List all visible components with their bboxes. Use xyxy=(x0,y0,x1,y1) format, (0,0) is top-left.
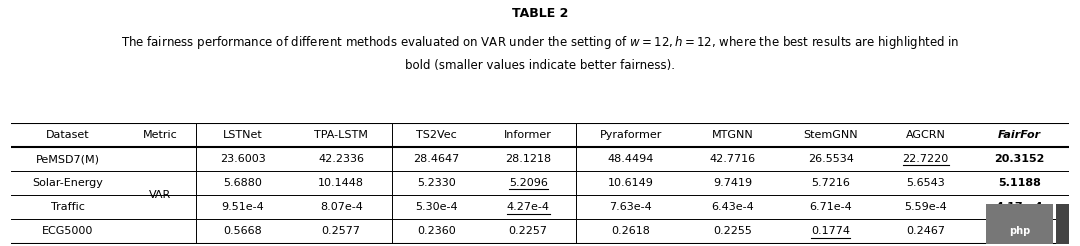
Text: 0.2577: 0.2577 xyxy=(322,227,361,236)
Text: Dataset: Dataset xyxy=(46,130,90,140)
Text: 5.30e-4: 5.30e-4 xyxy=(415,202,458,212)
Text: Solar-Energy: Solar-Energy xyxy=(32,178,104,188)
Text: 42.2336: 42.2336 xyxy=(319,154,364,164)
Text: StemGNN: StemGNN xyxy=(804,130,858,140)
Text: FairFor: FairFor xyxy=(998,130,1041,140)
Text: TPA-LSTM: TPA-LSTM xyxy=(314,130,368,140)
Text: Metric: Metric xyxy=(144,130,178,140)
Text: 8.07e-4: 8.07e-4 xyxy=(320,202,363,212)
Text: 4.17e-4: 4.17e-4 xyxy=(996,202,1043,212)
Text: TABLE 2: TABLE 2 xyxy=(512,7,568,20)
Text: AGCRN: AGCRN xyxy=(906,130,946,140)
Text: 5.7216: 5.7216 xyxy=(811,178,850,188)
Text: ECG5000: ECG5000 xyxy=(42,227,94,236)
Text: bold (smaller values indicate better fairness).: bold (smaller values indicate better fai… xyxy=(405,59,675,72)
Text: 7.63e-4: 7.63e-4 xyxy=(609,202,652,212)
Text: LSTNet: LSTNet xyxy=(224,130,262,140)
Text: 0.1774: 0.1774 xyxy=(811,227,850,236)
FancyBboxPatch shape xyxy=(1056,204,1080,246)
Text: 5.6543: 5.6543 xyxy=(906,178,945,188)
Text: 0.2618: 0.2618 xyxy=(611,227,650,236)
Text: 28.4647: 28.4647 xyxy=(414,154,459,164)
Text: Informer: Informer xyxy=(504,130,552,140)
Text: TS2Vec: TS2Vec xyxy=(416,130,457,140)
Text: 9.7419: 9.7419 xyxy=(713,178,752,188)
Text: 42.7716: 42.7716 xyxy=(710,154,756,164)
Text: 10.6149: 10.6149 xyxy=(608,178,653,188)
Text: 5.1188: 5.1188 xyxy=(998,178,1041,188)
Text: 22.7220: 22.7220 xyxy=(903,154,949,164)
FancyBboxPatch shape xyxy=(986,204,1053,246)
Text: The fairness performance of different methods evaluated on VAR under the setting: The fairness performance of different me… xyxy=(121,34,959,51)
Text: MTGNN: MTGNN xyxy=(712,130,754,140)
Text: 5.6880: 5.6880 xyxy=(224,178,262,188)
Text: 4.27e-4: 4.27e-4 xyxy=(507,202,550,212)
Text: 9.51e-4: 9.51e-4 xyxy=(221,202,265,212)
Text: 5.59e-4: 5.59e-4 xyxy=(904,202,947,212)
Text: 20.3152: 20.3152 xyxy=(995,154,1044,164)
Text: 6.71e-4: 6.71e-4 xyxy=(809,202,852,212)
Text: 0.2467: 0.2467 xyxy=(906,227,945,236)
Text: VAR: VAR xyxy=(149,190,172,200)
Text: 0.2360: 0.2360 xyxy=(417,227,456,236)
Text: 0.5668: 0.5668 xyxy=(224,227,262,236)
Text: 48.4494: 48.4494 xyxy=(607,154,653,164)
Text: 5.2096: 5.2096 xyxy=(509,178,548,188)
Text: php: php xyxy=(1009,227,1030,236)
Text: Traffic: Traffic xyxy=(51,202,85,212)
Text: 10.1448: 10.1448 xyxy=(319,178,364,188)
Text: Pyraformer: Pyraformer xyxy=(599,130,662,140)
Text: 23.6003: 23.6003 xyxy=(220,154,266,164)
Text: 6.43e-4: 6.43e-4 xyxy=(711,202,754,212)
Text: 5.2330: 5.2330 xyxy=(417,178,456,188)
Text: 0.2257: 0.2257 xyxy=(509,227,548,236)
Text: 28.1218: 28.1218 xyxy=(505,154,551,164)
Text: 0.2255: 0.2255 xyxy=(713,227,752,236)
Text: PeMSD7(M): PeMSD7(M) xyxy=(36,154,100,164)
Text: 26.5534: 26.5534 xyxy=(808,154,853,164)
